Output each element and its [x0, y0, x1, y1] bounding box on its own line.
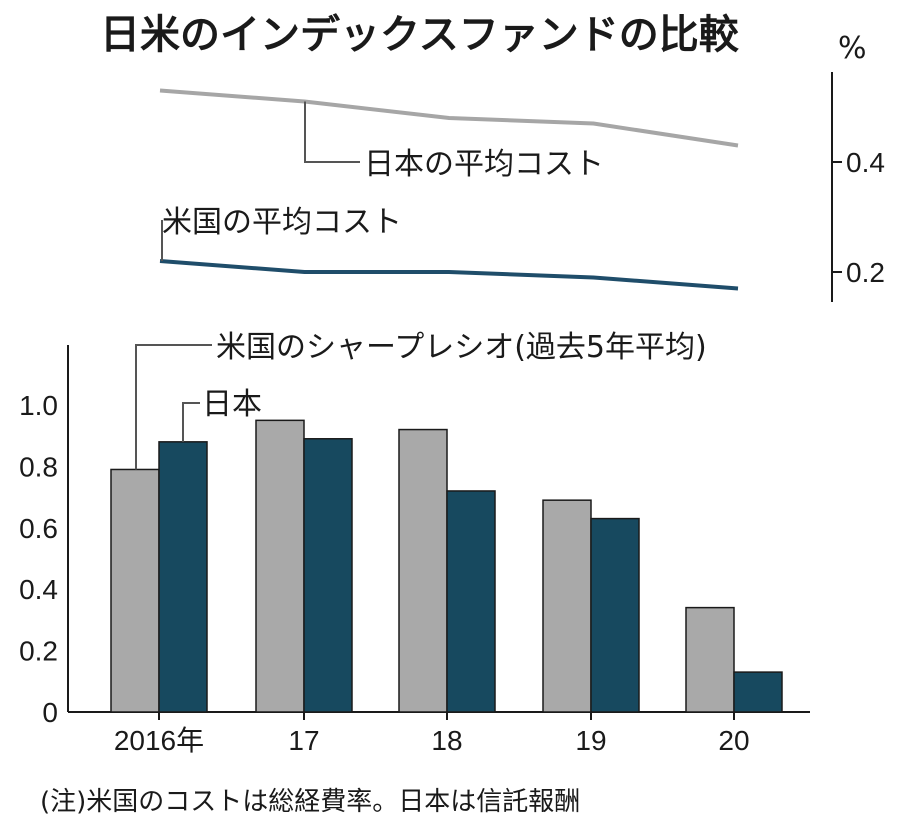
bar-y-tick-label: 0.4 — [19, 574, 58, 605]
us-sharpe-label: 米国のシャープレシオ(過去5年平均) — [216, 330, 707, 365]
top-y-tick-label: 0.2 — [846, 257, 885, 288]
japan-cost-label: 日本の平均コスト — [364, 147, 604, 182]
bar-x-tick-label: 20 — [718, 725, 749, 756]
bar-japan-sharpe — [158, 441, 208, 713]
bar-us-sharpe — [542, 499, 592, 713]
japan-sharpe-label: 日本 — [202, 387, 262, 422]
bar-us-sharpe — [685, 606, 735, 713]
sharpe-ratio-bar-chart: 0 0.2 0.4 0.6 0.8 1.0 2016年 17 18 19 20 米国のシャープレシオ(… — [19, 330, 810, 756]
bar-japan-sharpe — [446, 490, 496, 713]
japan-sharpe-leader-line — [182, 402, 200, 442]
chart-title: 日米のインデックスファンドの比較 — [100, 12, 740, 58]
bar-x-tick-label: 2016年 — [114, 725, 204, 756]
us-cost-line — [159, 259, 739, 291]
y-unit-label: % — [838, 31, 867, 66]
top-y-tick-label: 0.4 — [846, 147, 885, 178]
bar-x-tick-label: 19 — [575, 725, 606, 756]
bar-y-tick-label: 0 — [42, 697, 58, 728]
bar-japan-sharpe — [590, 517, 640, 713]
bar-y-tick-label: 0.2 — [19, 636, 58, 667]
bar-japan-sharpe — [303, 438, 353, 713]
bar-y-tick-label: 1.0 — [19, 390, 58, 421]
bar-us-sharpe — [255, 419, 305, 713]
us-cost-label: 米国の平均コスト — [162, 205, 402, 240]
bar-y-tick-label: 0.8 — [19, 451, 58, 482]
bar-japan-sharpe — [733, 671, 783, 713]
bar-x-tick-label: 18 — [431, 725, 462, 756]
japan-cost-leader-line — [304, 101, 360, 163]
bar-x-tick-label: 17 — [288, 725, 319, 756]
japan-cost-line — [159, 88, 739, 148]
bar-us-sharpe — [110, 468, 160, 713]
footnote: (注)米国のコストは総経費率。日本は信託報酬 — [40, 787, 580, 817]
bar-y-tick-label: 0.6 — [19, 513, 58, 544]
us-sharpe-leader-line — [135, 344, 212, 470]
bar-us-sharpe — [398, 428, 448, 713]
